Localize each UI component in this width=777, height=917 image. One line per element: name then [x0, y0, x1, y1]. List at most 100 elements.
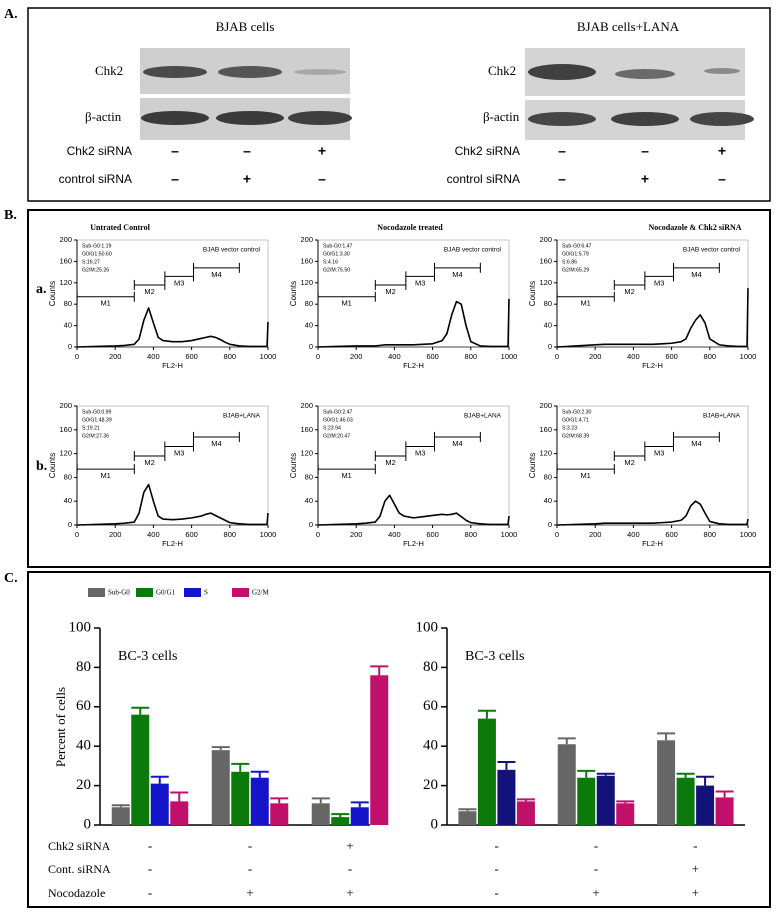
- bar: [311, 803, 330, 825]
- stat-line: Sub-G0:2.30: [562, 409, 592, 415]
- blot-band: [141, 111, 209, 125]
- stat-line: S:4.16: [323, 259, 338, 265]
- annotation: BJAB vector control: [683, 247, 741, 254]
- condition-label: Chk2 siRNA: [455, 144, 520, 158]
- condition-label: Chk2 siRNA: [48, 839, 111, 853]
- histogram-curve: [556, 288, 749, 348]
- stat-line: G0/G1:46.03: [323, 417, 353, 423]
- y-tick-label: 0: [431, 816, 439, 832]
- gate-label: M4: [452, 270, 462, 279]
- y-tick-label: 60: [76, 698, 91, 714]
- gate-label: M3: [415, 278, 425, 287]
- gate-label: M1: [341, 299, 351, 308]
- condition-sign: -: [494, 838, 498, 853]
- gate-label: M2: [385, 287, 395, 296]
- x-tick-label: 200: [350, 352, 363, 361]
- x-tick-label: 400: [627, 530, 640, 539]
- gate-label: M2: [385, 458, 395, 467]
- x-tick-label: 0: [555, 530, 559, 539]
- panel-a-frame: [27, 7, 771, 202]
- x-axis-label: FL2-H: [403, 361, 424, 370]
- histogram: 0 40 80 120 160 200 0 200 400 600 800 1000 FL2-H Coun…: [48, 401, 276, 548]
- condition-sign: +: [641, 171, 649, 187]
- bar: [211, 750, 230, 825]
- gate-label: M4: [211, 439, 221, 448]
- bar: [497, 769, 516, 825]
- bar: [516, 801, 535, 825]
- condition-label: Nocodazole: [48, 886, 105, 900]
- condition-sign: –: [718, 171, 726, 187]
- stat-line: Sub-G0:1.47: [323, 243, 353, 249]
- y-axis-label: Counts: [48, 281, 57, 306]
- condition-sign: –: [558, 143, 566, 159]
- x-axis-label: FL2-H: [162, 539, 183, 548]
- y-tick-label: 120: [59, 449, 72, 458]
- stat-line: G0/G1:5.79: [562, 251, 589, 257]
- legend-label: G0/G1: [156, 589, 176, 597]
- gate-label: M4: [691, 439, 701, 448]
- x-tick-label: 0: [316, 352, 320, 361]
- condition-sign: -: [494, 861, 498, 876]
- gate-label: M3: [654, 448, 664, 457]
- x-tick-label: 400: [147, 352, 160, 361]
- y-tick-label: 80: [423, 659, 438, 675]
- stat-line: G2/M:25.26: [82, 267, 109, 273]
- y-tick-label: 80: [305, 299, 313, 308]
- x-tick-label: 0: [316, 530, 320, 539]
- x-tick-label: 0: [75, 530, 79, 539]
- gate-label: M1: [100, 471, 110, 480]
- stat-line: Sub-G0:2.47: [323, 409, 353, 415]
- y-axis-label: Counts: [48, 453, 57, 478]
- bar: [170, 801, 189, 825]
- y-tick-label: 40: [76, 738, 91, 754]
- y-axis-label: Counts: [528, 453, 537, 478]
- panel-label: A.: [4, 7, 18, 22]
- gate-label: M2: [624, 458, 634, 467]
- panel-b-frame: [27, 209, 771, 568]
- condition-sign: –: [243, 143, 251, 159]
- y-tick-label: 40: [544, 321, 552, 330]
- y-tick-label: 0: [309, 342, 313, 351]
- condition-sign: +: [346, 838, 353, 853]
- blot-title: BJAB cells+LANA: [577, 19, 680, 34]
- x-tick-label: 600: [185, 352, 198, 361]
- y-tick-label: 40: [305, 496, 313, 505]
- stat-line: G2/M:68.39: [562, 433, 589, 439]
- y-tick-label: 160: [300, 256, 313, 265]
- stat-line: S:19.21: [82, 425, 100, 431]
- y-tick-label: 200: [300, 235, 313, 244]
- column-title: Nocodazole & Chk2 siRNA: [648, 223, 741, 232]
- condition-sign: -: [594, 838, 598, 853]
- gate-label: M2: [144, 458, 154, 467]
- y-tick-label: 200: [59, 235, 72, 244]
- y-tick-label: 80: [64, 299, 72, 308]
- x-tick-label: 800: [704, 352, 717, 361]
- gate-label: M3: [654, 278, 664, 287]
- bar: [577, 777, 596, 825]
- y-axis-label: Percent of cells: [53, 687, 68, 767]
- x-tick-label: 200: [109, 352, 122, 361]
- stat-line: G2/M:65.29: [562, 267, 589, 273]
- y-tick-label: 80: [544, 299, 552, 308]
- y-tick-label: 80: [76, 659, 91, 675]
- legend-label: G2/M: [252, 589, 270, 597]
- condition-sign: +: [718, 143, 726, 159]
- gate-label: M1: [100, 299, 110, 308]
- annotation: BJAB+LANA: [464, 413, 502, 420]
- y-tick-label: 40: [64, 496, 72, 505]
- y-tick-label: 80: [305, 472, 313, 481]
- gate-label: M2: [144, 287, 154, 296]
- condition-sign: -: [148, 861, 152, 876]
- bar: [270, 803, 289, 825]
- x-tick-label: 200: [589, 352, 602, 361]
- blot-band: [615, 69, 675, 79]
- stat-line: S:16.27: [82, 259, 100, 265]
- blot-band: [216, 111, 284, 125]
- legend-swatch: [136, 588, 153, 597]
- stat-line: S:3.23: [562, 425, 577, 431]
- row-label: a.: [36, 282, 47, 297]
- legend-swatch: [184, 588, 201, 597]
